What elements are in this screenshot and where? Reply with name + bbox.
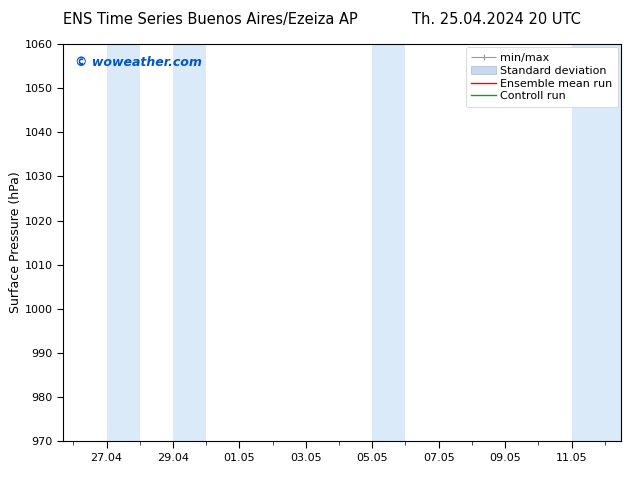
- Bar: [173, 44, 206, 441]
- Y-axis label: Surface Pressure (hPa): Surface Pressure (hPa): [9, 172, 22, 314]
- Bar: [107, 44, 139, 441]
- Bar: [571, 44, 621, 441]
- Text: Th. 25.04.2024 20 UTC: Th. 25.04.2024 20 UTC: [412, 12, 581, 27]
- Bar: [372, 44, 406, 441]
- Text: ENS Time Series Buenos Aires/Ezeiza AP: ENS Time Series Buenos Aires/Ezeiza AP: [63, 12, 358, 27]
- Legend: min/max, Standard deviation, Ensemble mean run, Controll run: min/max, Standard deviation, Ensemble me…: [466, 48, 618, 107]
- Text: © woweather.com: © woweather.com: [75, 56, 202, 69]
